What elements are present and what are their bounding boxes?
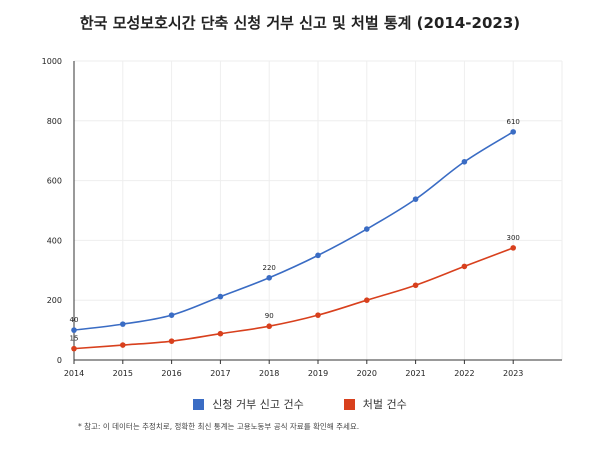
legend-label-reports: 신청 거부 신고 건수	[212, 398, 304, 411]
y-tick-label-200: 200	[47, 296, 62, 305]
x-tick-label-2017: 2017	[210, 369, 230, 378]
data-label-s0-2023: 610	[507, 118, 520, 126]
x-tick-label-2020: 2020	[357, 369, 377, 378]
chart-title: 한국 모성보호시간 단축 신청 거부 신고 및 처벌 통계 (2014-2023…	[79, 14, 521, 32]
data-label-s1-2014: 15	[70, 335, 79, 343]
x-tick-label-2019: 2019	[308, 369, 328, 378]
data-point-s1-2016	[168, 338, 175, 344]
legend-swatch-punishments	[343, 398, 355, 410]
y-tick-label-0: 0	[57, 356, 62, 365]
data-point-s1-2021	[412, 282, 419, 289]
data-point-s1-2018	[266, 323, 273, 330]
legend-item-reports[interactable]: 신청 거부 신고 건수	[193, 396, 304, 412]
data-point-s0-2017	[217, 293, 224, 300]
data-point-s1-2023	[510, 245, 516, 251]
legend-item-punishments[interactable]: 처벌 건수	[343, 396, 407, 412]
axes: 0 200 400 600 800 1000 2014 2015 2016 2017 2018 201…	[42, 57, 562, 378]
data-label-s1-2018: 90	[265, 312, 274, 320]
data-point-s0-2014	[71, 327, 77, 333]
footnote: * 참고: 이 데이터는 추정치로, 정확한 최신 통계는 고용노동부 공식 자…	[78, 422, 360, 431]
data-point-s0-2020	[364, 226, 370, 232]
data-point-s0-2022	[461, 158, 468, 165]
y-tick-label-600: 600	[47, 177, 62, 186]
grid-lines	[73, 60, 563, 361]
legend-label-punishments: 처벌 건수	[362, 398, 407, 411]
data-point-s1-2015	[120, 342, 126, 348]
data-label-s0-2014: 40	[70, 316, 79, 324]
series-line-1	[73, 247, 514, 350]
data-point-s1-2017	[217, 330, 224, 337]
x-tick-label-2015: 2015	[113, 369, 133, 378]
y-tick-label-800: 800	[47, 117, 62, 126]
data-point-s1-2019	[315, 312, 321, 318]
x-tick-label-2018: 2018	[259, 369, 279, 378]
data-point-s0-2023	[510, 129, 516, 135]
data-label-s0-2018: 220	[263, 264, 276, 272]
legend-swatch-reports	[193, 398, 205, 410]
x-tick-label-2021: 2021	[405, 369, 425, 378]
x-tick-label-2014: 2014	[64, 369, 84, 378]
y-tick-label-1000: 1000	[42, 57, 62, 66]
data-point-s0-2015	[120, 321, 126, 327]
data-labels: 40 220 610 15 90 300	[70, 118, 520, 343]
data-point-s0-2016	[168, 312, 175, 318]
data-point-s1-2022	[461, 263, 468, 270]
data-point-s1-2020	[364, 297, 370, 304]
data-label-s1-2023: 300	[507, 234, 520, 242]
y-tick-label-400: 400	[47, 236, 62, 245]
series-line-0	[73, 131, 514, 331]
data-point-s0-2021	[412, 196, 419, 202]
x-tick-label-2023: 2023	[503, 369, 523, 378]
x-tick-label-2016: 2016	[161, 369, 181, 378]
data-point-s1-2014	[71, 345, 77, 352]
legend: 신청 거부 신고 건수 처벌 건수	[0, 396, 600, 412]
series-lines	[71, 129, 516, 352]
data-point-s0-2019	[315, 252, 321, 259]
x-tick-label-2022: 2022	[454, 369, 474, 378]
data-point-s0-2018	[266, 274, 273, 281]
